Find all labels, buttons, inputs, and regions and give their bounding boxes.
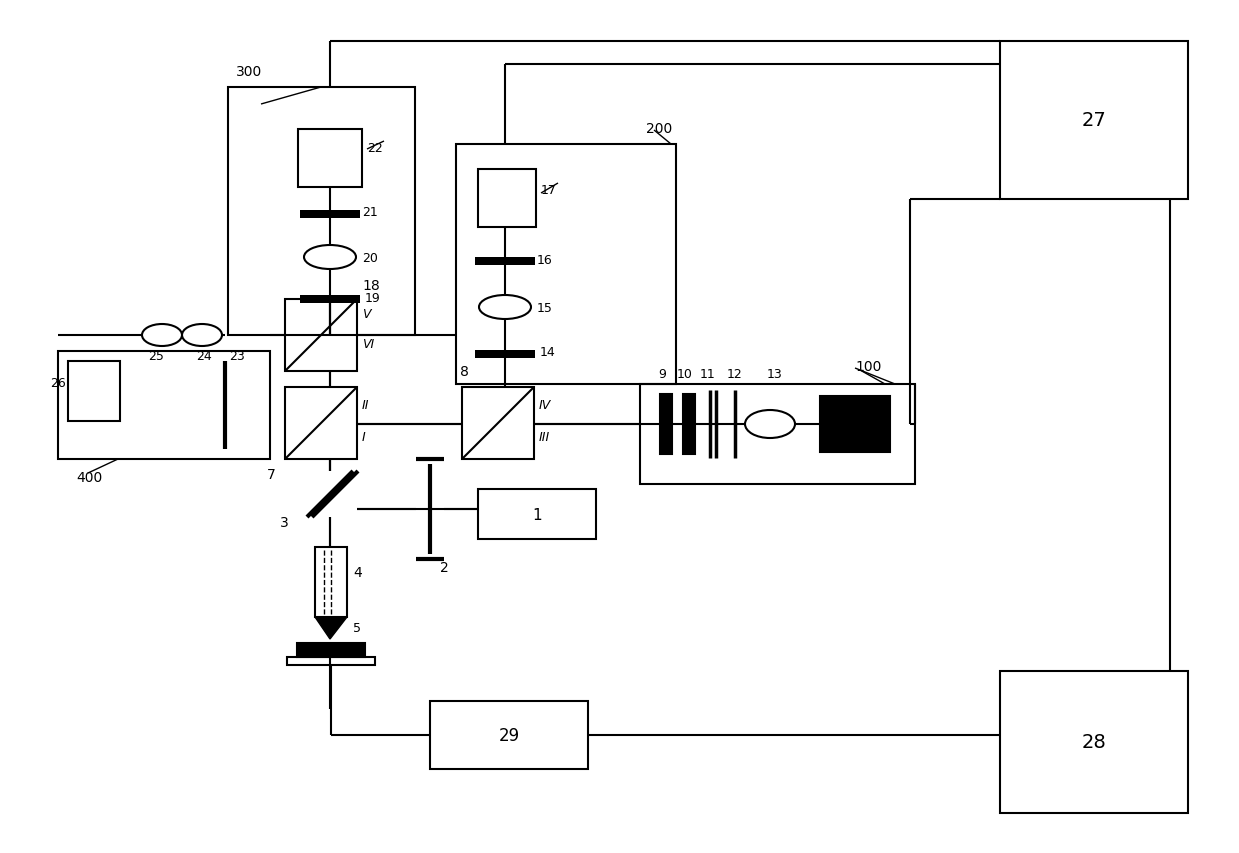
Text: 1: 1 [533, 507, 541, 522]
Text: IV: IV [539, 399, 551, 412]
Text: 400: 400 [76, 471, 103, 485]
Bar [287, 657, 375, 665]
Ellipse shape [182, 325, 222, 346]
Text: 9: 9 [658, 368, 665, 381]
Bar [456, 145, 676, 385]
Bar [1000, 42, 1188, 200]
Text: 29: 29 [498, 726, 519, 744]
Text: 300: 300 [235, 65, 263, 79]
Bar [462, 387, 534, 460]
Text: 23: 23 [229, 350, 245, 363]
Text: 20: 20 [362, 251, 378, 264]
Bar [478, 490, 596, 539]
Text: 10: 10 [676, 368, 693, 381]
Polygon shape [315, 618, 347, 639]
Text: 2: 2 [440, 560, 449, 574]
Ellipse shape [745, 410, 795, 438]
Text: 27: 27 [1082, 112, 1106, 131]
Bar [430, 701, 589, 769]
Text: 17: 17 [541, 183, 556, 196]
Bar [300, 296, 361, 304]
Text: 24: 24 [196, 350, 212, 363]
Text: 3: 3 [280, 515, 289, 530]
Bar [478, 170, 536, 228]
Text: 26: 26 [50, 377, 66, 390]
Text: II: II [362, 399, 369, 412]
Bar [297, 643, 366, 657]
Text: 14: 14 [540, 346, 556, 359]
Text: 5: 5 [353, 622, 361, 635]
Bar [68, 362, 120, 421]
Text: 8: 8 [460, 364, 468, 379]
Bar [660, 395, 672, 455]
Bar [641, 385, 914, 485]
Text: 22: 22 [367, 142, 383, 154]
Bar [285, 299, 357, 372]
Bar [58, 351, 270, 460]
Text: 100: 100 [855, 360, 881, 374]
Bar [300, 211, 361, 218]
Text: 7: 7 [266, 467, 276, 481]
Bar [299, 130, 362, 188]
Text: 18: 18 [362, 279, 379, 293]
Ellipse shape [142, 325, 182, 346]
Text: 4: 4 [353, 566, 362, 579]
Text: I: I [362, 431, 366, 444]
Text: 6: 6 [353, 641, 361, 655]
Text: 15: 15 [536, 301, 553, 314]
Text: 21: 21 [362, 206, 378, 219]
Ellipse shape [304, 246, 356, 270]
Text: 200: 200 [646, 122, 673, 136]
Text: 11: 11 [700, 368, 716, 381]
Text: 28: 28 [1082, 733, 1106, 751]
Ellipse shape [479, 296, 532, 320]
Text: VI: VI [362, 338, 374, 351]
Text: III: III [539, 431, 550, 444]
Bar [1000, 671, 1188, 813]
Text: 12: 12 [727, 368, 743, 381]
Bar [475, 351, 535, 358]
Bar [315, 548, 347, 618]
Bar [475, 258, 535, 265]
Text: 19: 19 [366, 291, 380, 305]
Text: V: V [362, 308, 370, 321]
Text: 13: 13 [767, 368, 783, 381]
Bar [228, 88, 415, 335]
Text: 25: 25 [147, 350, 164, 363]
Bar [683, 395, 695, 455]
Text: 16: 16 [536, 253, 553, 266]
Bar [820, 397, 890, 452]
Bar [285, 387, 357, 460]
